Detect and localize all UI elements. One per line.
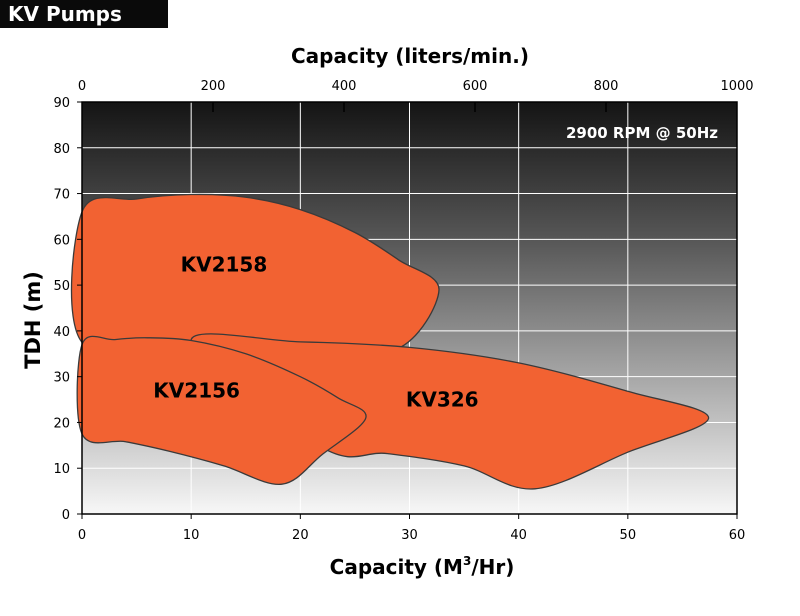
x-tick-label: 20 bbox=[292, 528, 309, 543]
series-label-kv2156: KV2156 bbox=[153, 378, 240, 402]
x2-tick-label: 800 bbox=[594, 79, 619, 94]
bottom-axis-label: Capacity (M3/Hr) bbox=[330, 554, 515, 579]
y-tick-label: 0 bbox=[62, 508, 70, 523]
x2-tick-label: 1000 bbox=[720, 79, 753, 94]
series-area-kv326 bbox=[190, 333, 710, 490]
chart-subtitle: 2900 RPM @ 50Hz bbox=[566, 124, 718, 142]
x2-tick-label: 400 bbox=[332, 79, 357, 94]
y-tick-label: 70 bbox=[53, 188, 70, 203]
brand-label: KV Pumps bbox=[8, 2, 122, 26]
bottom-axis-label-sup: 3 bbox=[463, 554, 471, 568]
y-tick-label: 10 bbox=[53, 462, 70, 477]
top-axis-label: Capacity (liters/min.) bbox=[291, 44, 529, 68]
bottom-axis-label-tail: /Hr) bbox=[471, 555, 514, 579]
x2-tick-label: 600 bbox=[463, 79, 488, 94]
y-axis-label: TDH (m) bbox=[21, 271, 45, 369]
y-tick-label: 50 bbox=[53, 279, 70, 294]
y-tick-label: 40 bbox=[53, 325, 70, 340]
series-area-kv2156 bbox=[76, 335, 367, 485]
brand-tab: KV Pumps bbox=[0, 0, 168, 28]
x-tick-label: 30 bbox=[401, 528, 418, 543]
y-tick-label: 20 bbox=[53, 416, 70, 431]
x2-tick-label: 0 bbox=[78, 79, 86, 94]
series-group: KV2158 KV326 KV2156 bbox=[70, 193, 710, 490]
x-tick-label: 60 bbox=[729, 528, 746, 543]
x-tick-label: 0 bbox=[78, 528, 86, 543]
y-tick-label: 90 bbox=[53, 96, 70, 111]
x-tick-label: 50 bbox=[620, 528, 637, 543]
series-label-kv2158: KV2158 bbox=[181, 252, 268, 276]
x2-tick-label: 200 bbox=[201, 79, 226, 94]
y-tick-label: 30 bbox=[53, 371, 70, 386]
y-tick-label: 80 bbox=[53, 142, 70, 157]
series-label-kv326: KV326 bbox=[406, 387, 479, 411]
x-tick-label: 10 bbox=[183, 528, 200, 543]
y-tick-label: 60 bbox=[53, 233, 70, 248]
bottom-axis-label-main: Capacity (M bbox=[330, 555, 463, 579]
x-tick-label: 40 bbox=[510, 528, 527, 543]
